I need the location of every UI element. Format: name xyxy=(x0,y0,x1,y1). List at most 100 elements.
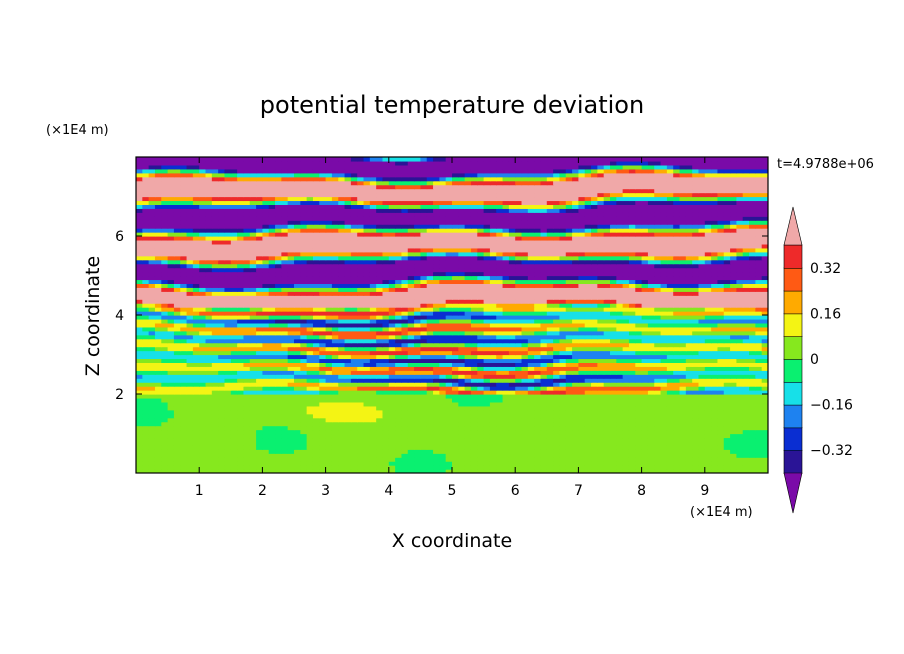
field-cell xyxy=(445,354,453,360)
field-cell xyxy=(142,315,150,320)
field-cell xyxy=(502,390,510,395)
field-cell xyxy=(496,295,504,300)
field-cell xyxy=(312,386,320,391)
field-cell xyxy=(154,397,162,403)
field-cell xyxy=(565,469,573,473)
field-cell xyxy=(376,358,384,363)
field-cell xyxy=(647,299,655,304)
field-cell xyxy=(199,326,207,332)
field-cell xyxy=(363,445,371,450)
field-cell xyxy=(306,315,314,320)
field-cell xyxy=(344,303,352,308)
field-cell xyxy=(192,421,200,427)
field-cell xyxy=(673,315,681,320)
field-cell xyxy=(382,465,390,470)
field-cell xyxy=(275,465,282,470)
field-cell xyxy=(205,425,213,431)
field-cell xyxy=(167,374,175,379)
field-cell xyxy=(622,311,630,316)
field-cell xyxy=(723,401,731,407)
field-cell xyxy=(319,421,327,427)
field-cell xyxy=(161,374,169,379)
field-cell xyxy=(268,429,276,435)
field-cell xyxy=(483,425,491,431)
field-cell xyxy=(180,441,188,446)
field-cell xyxy=(698,401,706,407)
field-cell xyxy=(540,303,548,308)
field-cell xyxy=(338,303,346,308)
field-cell xyxy=(237,397,245,403)
field-cell xyxy=(723,437,731,442)
field-cell xyxy=(628,437,636,442)
field-cell xyxy=(477,413,485,419)
field-cell xyxy=(572,330,579,336)
field-cell xyxy=(723,330,731,336)
field-cell xyxy=(546,382,554,387)
field-cell xyxy=(616,354,624,360)
field-cell xyxy=(685,311,693,316)
field-cell xyxy=(610,421,617,427)
field-cell xyxy=(287,378,295,383)
field-cell xyxy=(591,441,598,446)
field-cell xyxy=(173,279,181,284)
field-cell xyxy=(540,330,548,336)
field-cell xyxy=(275,413,282,419)
field-cell xyxy=(673,421,681,427)
field-cell xyxy=(666,362,674,367)
field-cell xyxy=(553,461,561,466)
field-cell xyxy=(224,330,232,336)
field-cell xyxy=(439,362,447,367)
field-cell xyxy=(553,437,561,442)
field-cell xyxy=(407,437,415,442)
field-cell xyxy=(167,465,175,470)
field-cell xyxy=(616,433,624,439)
field-cell xyxy=(534,283,542,288)
field-cell xyxy=(376,461,384,466)
field-cell xyxy=(249,457,257,462)
field-cell xyxy=(180,275,188,281)
field-cell xyxy=(369,445,377,450)
field-cell xyxy=(445,370,453,375)
field-cell xyxy=(388,437,396,442)
field-cell xyxy=(546,449,554,454)
field-cell xyxy=(275,461,282,466)
field-cell xyxy=(565,334,573,340)
field-cell xyxy=(685,303,693,308)
field-cell xyxy=(281,322,289,328)
field-cell xyxy=(167,425,175,431)
field-cell xyxy=(534,433,542,439)
field-cell xyxy=(433,350,440,356)
field-cell xyxy=(616,303,624,308)
field-cell xyxy=(382,326,390,332)
field-cell xyxy=(445,291,453,296)
field-cell xyxy=(470,358,478,363)
field-cell xyxy=(698,350,706,356)
field-cell xyxy=(275,441,282,446)
field-cell xyxy=(559,326,567,332)
field-cell xyxy=(382,303,390,308)
field-cell xyxy=(262,397,270,403)
field-cell xyxy=(268,413,276,419)
field-cell xyxy=(224,453,232,458)
field-cell xyxy=(262,330,270,336)
field-cell xyxy=(616,378,624,383)
field-cell xyxy=(445,425,453,431)
field-cell xyxy=(192,358,200,363)
field-cell xyxy=(755,303,763,308)
field-cell xyxy=(730,299,737,304)
field-cell xyxy=(692,326,700,332)
field-cell xyxy=(730,362,737,367)
field-cell xyxy=(268,461,276,466)
field-cell xyxy=(306,346,314,352)
field-cell xyxy=(433,441,440,446)
field-cell xyxy=(262,283,270,288)
field-cell xyxy=(515,441,523,446)
field-cell xyxy=(591,409,598,415)
field-cell xyxy=(186,346,194,352)
field-cell xyxy=(622,315,630,320)
field-cell xyxy=(679,437,687,442)
field-cell xyxy=(161,275,169,281)
field-cell xyxy=(319,409,327,415)
field-cell xyxy=(262,457,270,462)
field-cell xyxy=(249,374,257,379)
